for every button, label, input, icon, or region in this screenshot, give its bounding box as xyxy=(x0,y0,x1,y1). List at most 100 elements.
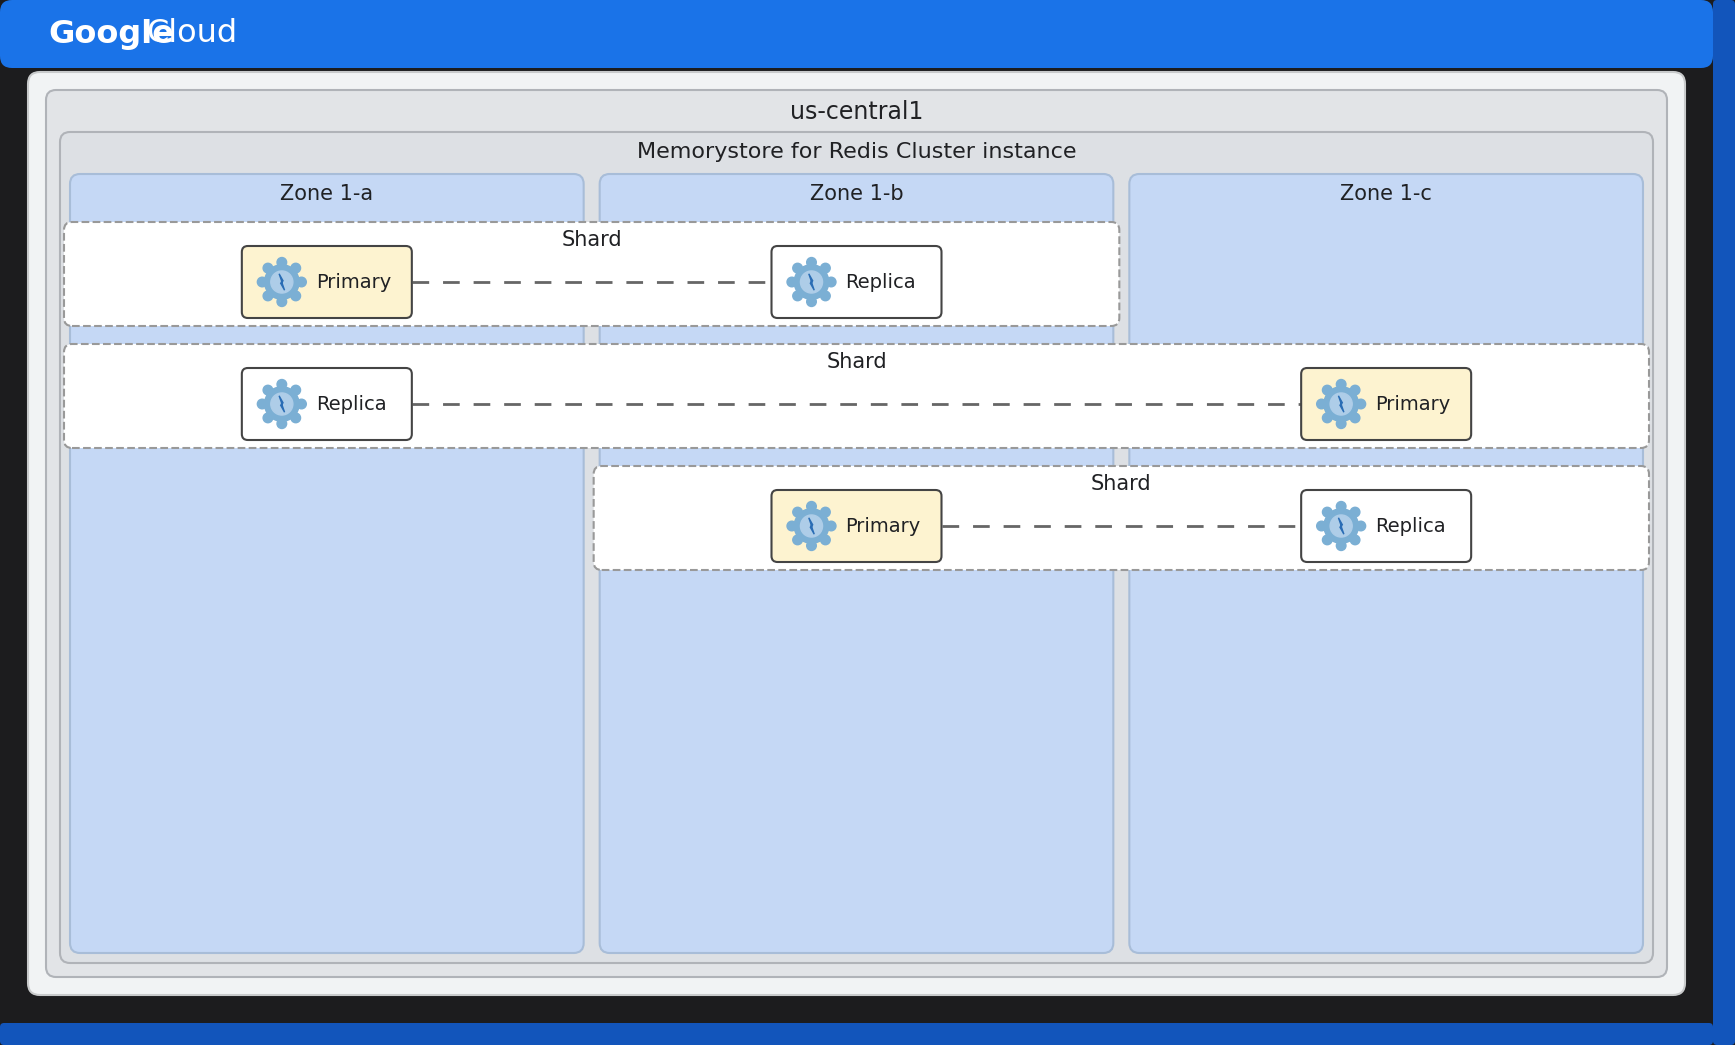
Polygon shape xyxy=(809,517,814,534)
Circle shape xyxy=(264,413,272,423)
Circle shape xyxy=(1350,535,1360,544)
Circle shape xyxy=(793,292,802,301)
Circle shape xyxy=(807,257,815,268)
Circle shape xyxy=(821,535,831,544)
Circle shape xyxy=(807,541,815,551)
FancyBboxPatch shape xyxy=(47,90,1667,977)
FancyBboxPatch shape xyxy=(600,175,1114,953)
Polygon shape xyxy=(1338,396,1345,412)
Polygon shape xyxy=(279,396,285,412)
Text: Primary: Primary xyxy=(316,273,390,292)
Circle shape xyxy=(257,277,267,286)
Circle shape xyxy=(278,379,286,389)
Circle shape xyxy=(1317,521,1326,531)
Text: Replica: Replica xyxy=(1376,516,1445,535)
Circle shape xyxy=(1322,535,1332,544)
Circle shape xyxy=(1322,507,1332,517)
Polygon shape xyxy=(1338,517,1345,534)
Circle shape xyxy=(821,292,831,301)
Text: Primary: Primary xyxy=(1376,395,1450,414)
Circle shape xyxy=(1357,399,1365,409)
FancyBboxPatch shape xyxy=(61,132,1653,963)
Circle shape xyxy=(793,507,802,517)
Circle shape xyxy=(291,292,300,301)
Polygon shape xyxy=(809,274,814,291)
Circle shape xyxy=(1350,507,1360,517)
Circle shape xyxy=(278,257,286,268)
Circle shape xyxy=(1331,515,1352,537)
Circle shape xyxy=(1336,419,1346,428)
FancyBboxPatch shape xyxy=(1712,0,1735,1045)
Circle shape xyxy=(1357,521,1365,531)
FancyBboxPatch shape xyxy=(69,175,583,953)
Text: Shard: Shard xyxy=(826,352,887,372)
FancyBboxPatch shape xyxy=(64,344,1648,448)
Circle shape xyxy=(278,419,286,428)
Circle shape xyxy=(800,271,822,293)
FancyBboxPatch shape xyxy=(1301,368,1471,440)
FancyBboxPatch shape xyxy=(772,246,942,318)
Text: Memorystore for Redis Cluster instance: Memorystore for Redis Cluster instance xyxy=(637,142,1076,162)
Circle shape xyxy=(795,264,829,299)
Text: Shard: Shard xyxy=(562,230,621,250)
Circle shape xyxy=(1322,386,1332,395)
Text: us-central1: us-central1 xyxy=(789,100,923,124)
Circle shape xyxy=(793,263,802,273)
Circle shape xyxy=(264,386,272,395)
Circle shape xyxy=(1336,502,1346,511)
Circle shape xyxy=(257,399,267,409)
Circle shape xyxy=(1350,413,1360,423)
Circle shape xyxy=(297,399,307,409)
Text: Replica: Replica xyxy=(316,395,387,414)
Circle shape xyxy=(826,277,836,286)
Circle shape xyxy=(1322,413,1332,423)
Circle shape xyxy=(800,515,822,537)
Text: Cloud: Cloud xyxy=(146,19,238,49)
Text: Zone 1-a: Zone 1-a xyxy=(281,184,373,204)
Circle shape xyxy=(826,521,836,531)
FancyBboxPatch shape xyxy=(241,368,411,440)
Text: Replica: Replica xyxy=(845,273,916,292)
Circle shape xyxy=(271,393,293,415)
Circle shape xyxy=(1336,541,1346,551)
Circle shape xyxy=(291,263,300,273)
Circle shape xyxy=(1324,509,1359,543)
Circle shape xyxy=(1350,386,1360,395)
Circle shape xyxy=(795,509,829,543)
Circle shape xyxy=(1317,399,1326,409)
FancyBboxPatch shape xyxy=(1129,175,1643,953)
Circle shape xyxy=(264,263,272,273)
Circle shape xyxy=(264,387,298,421)
Circle shape xyxy=(1331,393,1352,415)
Circle shape xyxy=(1336,379,1346,389)
FancyBboxPatch shape xyxy=(28,72,1685,995)
Circle shape xyxy=(821,507,831,517)
Circle shape xyxy=(278,297,286,306)
FancyBboxPatch shape xyxy=(772,490,942,562)
Circle shape xyxy=(264,264,298,299)
Text: Zone 1-c: Zone 1-c xyxy=(1339,184,1431,204)
Circle shape xyxy=(807,502,815,511)
Polygon shape xyxy=(279,274,285,291)
FancyBboxPatch shape xyxy=(64,222,1119,326)
Circle shape xyxy=(821,263,831,273)
Circle shape xyxy=(1324,387,1359,421)
Circle shape xyxy=(264,292,272,301)
Circle shape xyxy=(271,271,293,293)
Text: Zone 1-b: Zone 1-b xyxy=(810,184,904,204)
Circle shape xyxy=(788,521,796,531)
Text: Google: Google xyxy=(49,19,174,49)
Circle shape xyxy=(788,277,796,286)
Circle shape xyxy=(291,386,300,395)
FancyBboxPatch shape xyxy=(593,466,1648,570)
FancyBboxPatch shape xyxy=(241,246,411,318)
FancyBboxPatch shape xyxy=(0,0,1712,68)
Circle shape xyxy=(807,297,815,306)
FancyBboxPatch shape xyxy=(1301,490,1471,562)
FancyBboxPatch shape xyxy=(0,1023,1712,1045)
Text: Shard: Shard xyxy=(1091,474,1152,494)
Text: Primary: Primary xyxy=(845,516,921,535)
Circle shape xyxy=(793,535,802,544)
Circle shape xyxy=(291,413,300,423)
Circle shape xyxy=(297,277,307,286)
